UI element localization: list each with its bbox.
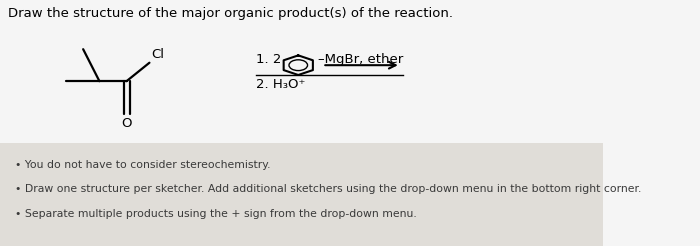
- Text: Cl: Cl: [151, 48, 164, 62]
- Text: • Draw one structure per sketcher. Add additional sketchers using the drop-down : • Draw one structure per sketcher. Add a…: [15, 184, 641, 195]
- Text: 1. 2: 1. 2: [256, 53, 281, 65]
- Text: –MgBr, ether: –MgBr, ether: [318, 53, 403, 65]
- Text: • You do not have to consider stereochemistry.: • You do not have to consider stereochem…: [15, 160, 271, 170]
- Text: O: O: [121, 117, 132, 130]
- Text: 2. H₃O⁺: 2. H₃O⁺: [256, 78, 305, 91]
- FancyBboxPatch shape: [0, 143, 603, 246]
- Text: • Separate multiple products using the + sign from the drop-down menu.: • Separate multiple products using the +…: [15, 209, 416, 219]
- Text: Draw the structure of the major organic product(s) of the reaction.: Draw the structure of the major organic …: [8, 7, 454, 20]
